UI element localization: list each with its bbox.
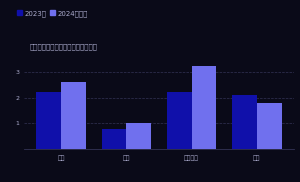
Bar (167, 92, 192, 149)
Bar (36, 92, 61, 149)
Bar (126, 123, 151, 149)
Bar (61, 82, 86, 149)
Legend: 2023年, 2024年予測: 2023年, 2024年予測 (17, 10, 88, 17)
Bar (102, 128, 126, 149)
Bar (257, 103, 282, 149)
Bar (232, 95, 257, 149)
Text: 主要先進国の経済見通し（前年比）: 主要先進国の経済見通し（前年比） (29, 43, 98, 50)
Bar (192, 66, 216, 149)
